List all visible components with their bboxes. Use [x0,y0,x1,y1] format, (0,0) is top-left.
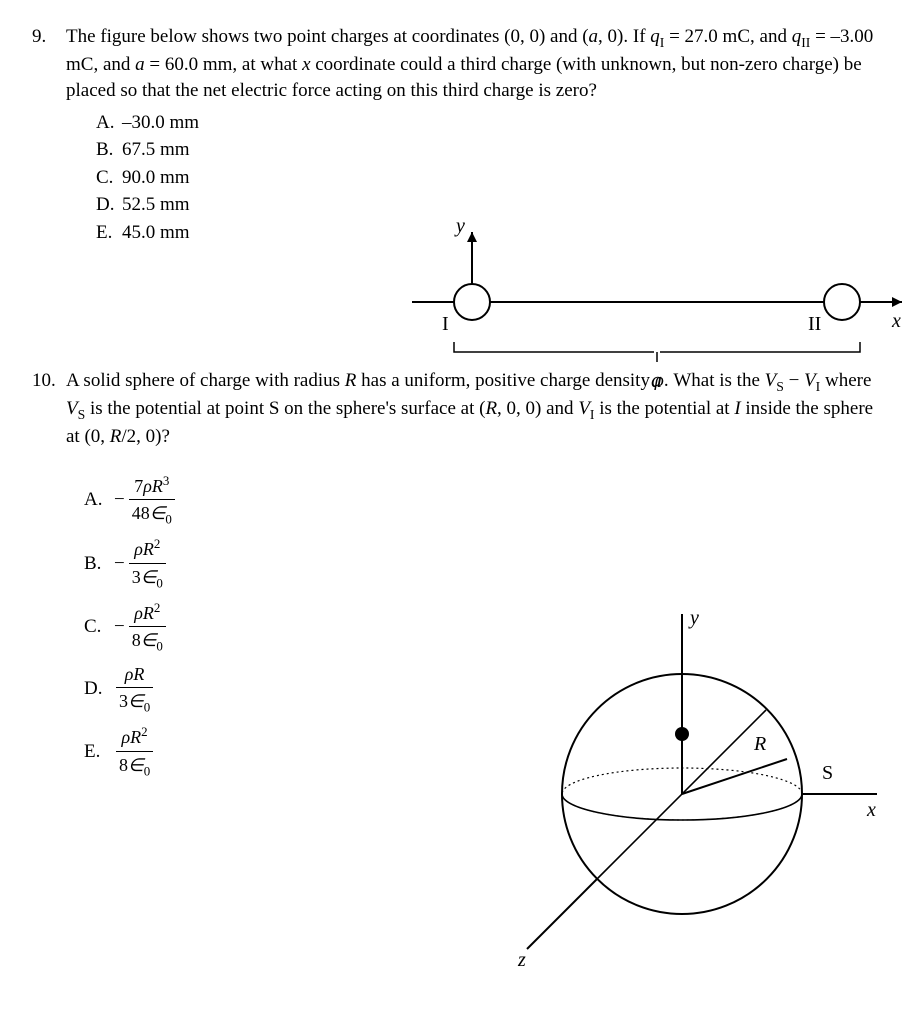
question-stem: The figure below shows two point charges… [66,24,881,104]
choice-letter: A. [84,487,114,513]
sign: − [114,614,125,640]
choice-letter: E. [84,739,114,765]
answer-choice: C.90.0 mm [96,165,881,191]
fraction: 7ρR348∈0 [129,472,175,528]
choice-letter: B. [84,551,114,577]
z-axis-label: z [517,949,526,971]
y-axis-label: y [688,607,699,629]
denominator: 3∈0 [116,688,153,716]
denominator: 3∈0 [129,564,166,592]
choice-letter: D. [84,676,114,702]
choice-letter: A. [96,110,122,136]
question-number: 9. [32,24,66,248]
answer-choice: A.–30.0 mm [96,110,881,136]
choice-letter: B. [96,137,122,163]
x-axis-label: x [891,310,901,332]
charge-2-label: II [808,313,821,335]
point-s-label: S [822,762,833,784]
charge-1-label: I [442,313,449,335]
numerator: ρR2 [129,599,166,627]
answer-choice: A.−7ρR348∈0 [84,472,881,528]
question-stem: A solid sphere of charge with radius R h… [66,368,881,450]
answer-choice: B.67.5 mm [96,137,881,163]
denominator: 48∈0 [129,500,175,528]
figure-sphere: y x z R S [472,604,892,984]
denominator: 8∈0 [129,627,166,655]
choice-text: 45.0 mm [122,220,190,246]
choice-letter: C. [96,165,122,191]
choice-text: 52.5 mm [122,192,190,218]
fraction: ρR3∈0 [116,662,153,716]
sign: − [114,487,125,513]
numerator: ρR [116,662,153,688]
choice-letter: C. [84,614,114,640]
numerator: ρR2 [116,723,153,751]
question-number: 10. [32,368,66,787]
choice-text: –30.0 mm [122,110,199,136]
answer-choice: B.−ρR23∈0 [84,535,881,591]
x-axis-label: x [866,799,876,821]
y-axis-label: y [454,215,465,237]
choice-text: 67.5 mm [122,137,190,163]
fraction: ρR28∈0 [116,723,153,779]
choice-letter: E. [96,220,122,246]
fraction: ρR23∈0 [129,535,166,591]
charge-2-icon [824,284,860,320]
choice-text: 90.0 mm [122,165,190,191]
numerator: 7ρR3 [129,472,175,500]
denominator: 8∈0 [116,752,153,780]
radius-label: R [753,733,766,755]
sign: − [114,551,125,577]
charge-1-icon [454,284,490,320]
fraction: ρR28∈0 [129,599,166,655]
choice-letter: D. [96,192,122,218]
numerator: ρR2 [129,535,166,563]
point-i-dot-icon [675,727,689,741]
